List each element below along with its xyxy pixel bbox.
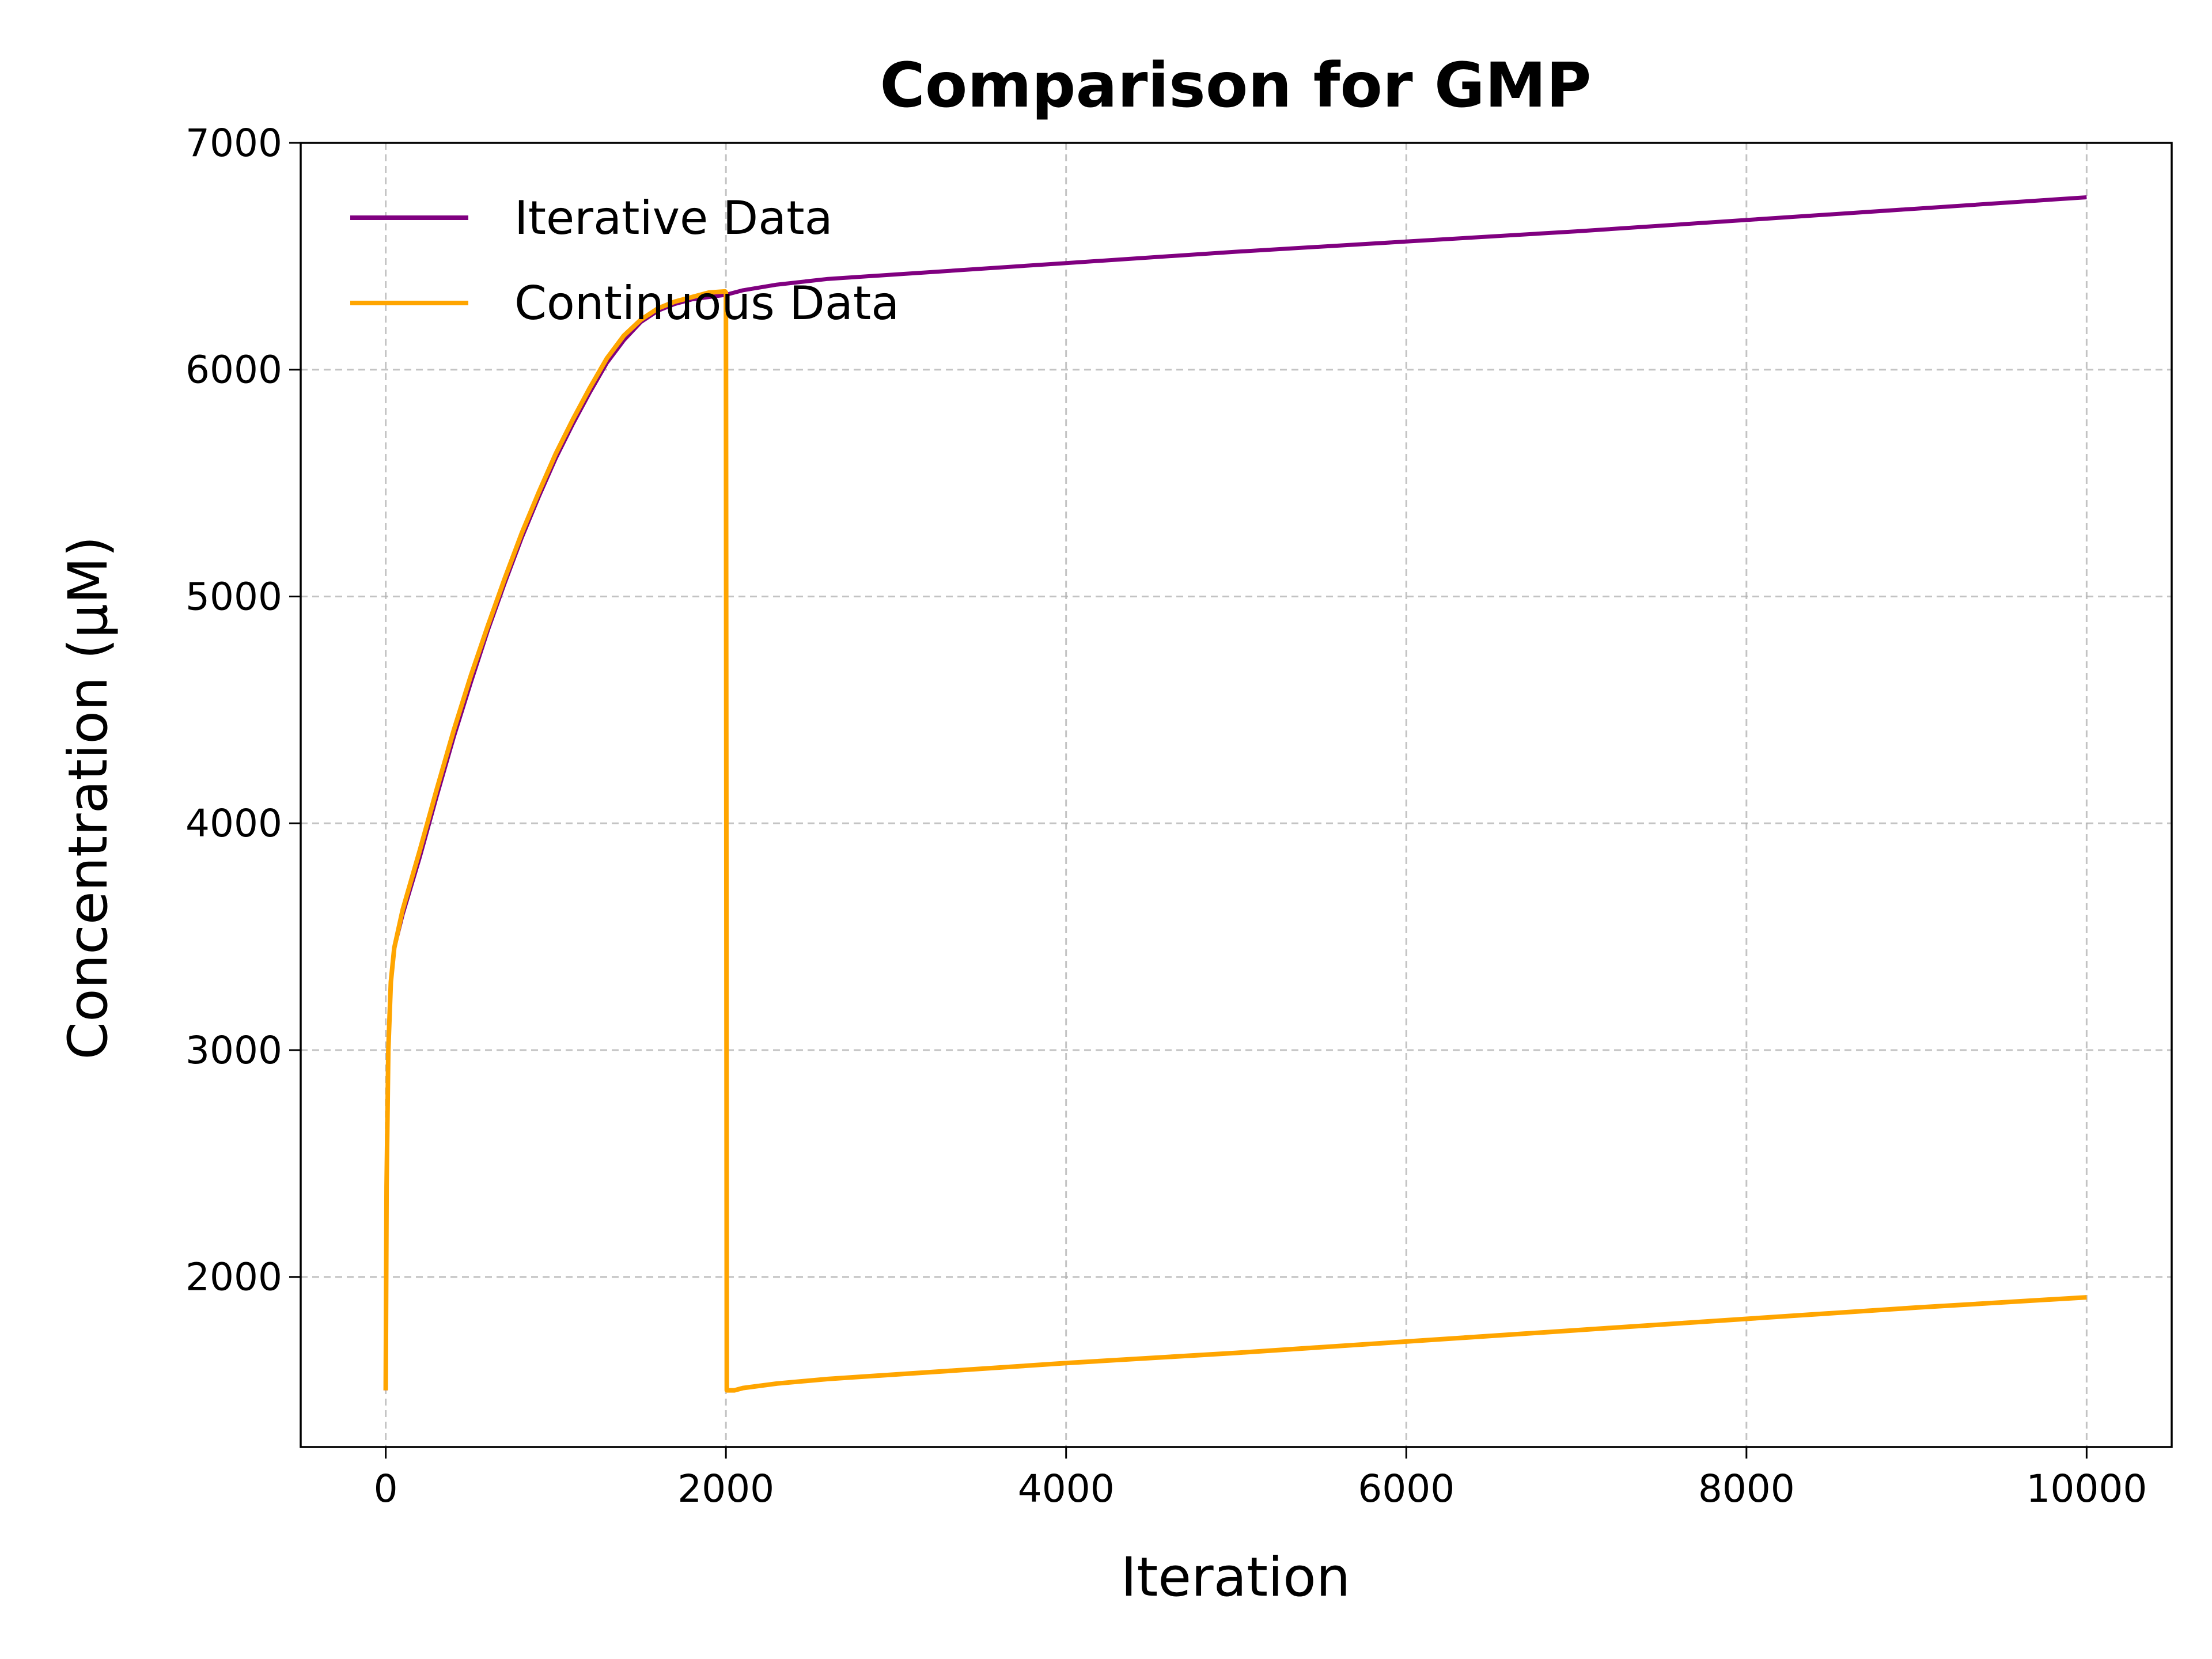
axis-ticks: 0 2000 4000 6000 8000 10000 2000 3000 4000 5000 60…: [185, 121, 2147, 1511]
series-layer: [383, 195, 2087, 1393]
legend: Iterative Data Continuous Data: [350, 191, 899, 330]
series-line-continuous-data: [383, 289, 2087, 1393]
x-tick-label: 4000: [1018, 1467, 1115, 1511]
y-tick-label: 2000: [185, 1255, 282, 1300]
grid: [301, 142, 2172, 1447]
x-tick-label: 8000: [1698, 1467, 1795, 1511]
series-line-iterative-data: [384, 195, 2087, 1391]
x-tick-label: 0: [374, 1467, 398, 1511]
x-axis-label: Iteration: [1121, 1546, 1351, 1609]
x-tick-label: 2000: [677, 1467, 774, 1511]
y-axis-label: Concentration (μM): [57, 536, 120, 1059]
chart-title: Comparison for GMP: [880, 50, 1591, 122]
plot-area-frame: [300, 142, 2173, 1448]
y-tick-label: 5000: [185, 574, 282, 619]
y-tick-label: 6000: [185, 348, 282, 392]
legend-label: Continuous Data: [514, 276, 899, 330]
y-tick-label: 4000: [185, 801, 282, 846]
y-tick-label: 7000: [185, 121, 282, 165]
x-tick-label: 6000: [1358, 1467, 1455, 1511]
x-tick-label: 10000: [2026, 1467, 2147, 1511]
y-tick-label: 3000: [185, 1028, 282, 1073]
legend-label: Iterative Data: [514, 191, 833, 245]
